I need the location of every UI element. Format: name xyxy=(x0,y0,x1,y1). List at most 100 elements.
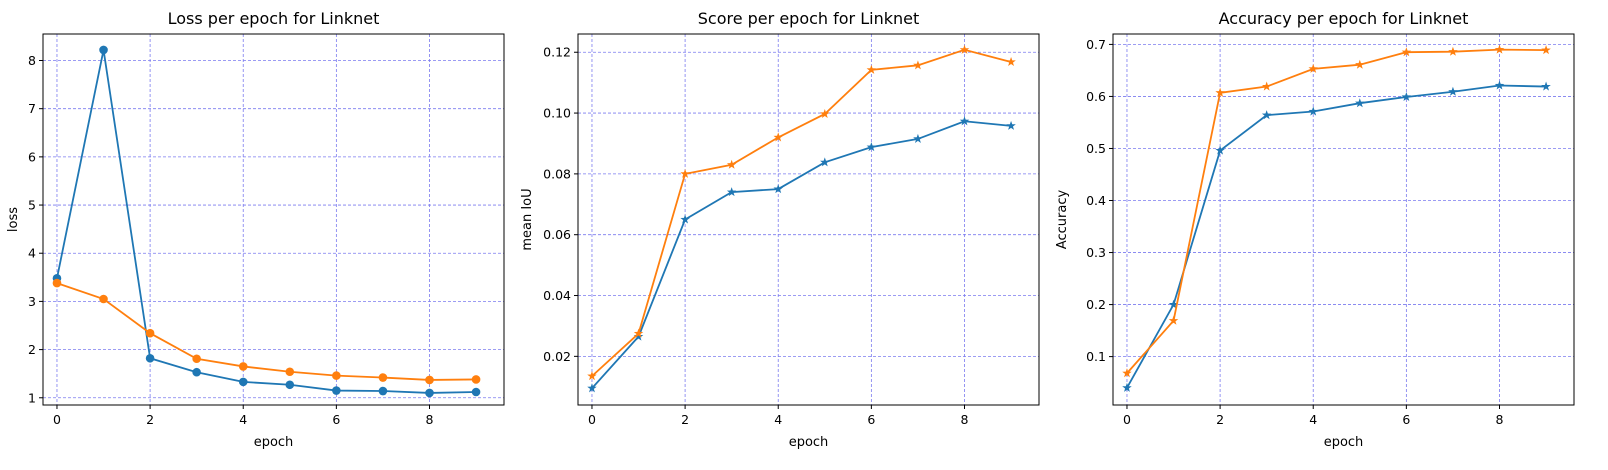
series-0-point xyxy=(773,184,783,194)
series-0-point xyxy=(238,377,248,387)
series-0-point xyxy=(1355,98,1365,108)
series-0-point xyxy=(1006,120,1016,130)
series-0-point xyxy=(1261,110,1272,120)
x-axis-label: epoch xyxy=(1324,435,1364,450)
series-1-point xyxy=(1168,315,1179,325)
series-0-point xyxy=(471,387,481,397)
series-1-point xyxy=(192,354,201,364)
x-tick-label: 6 xyxy=(1402,412,1410,427)
x-axis-label: epoch xyxy=(789,435,829,450)
series-line-1 xyxy=(56,282,477,381)
series-1-point xyxy=(1541,45,1551,55)
series-0-point xyxy=(959,116,970,126)
chart-panel-2: 0 2 4 6 8 0.1 0.2 0.3 0.4 0.5 0.6 0.7 Accuracy per e… xyxy=(1055,9,1575,450)
series-0-point xyxy=(1168,299,1179,309)
series-1-point xyxy=(773,132,783,142)
y-tick-label: 2 xyxy=(28,342,36,357)
y-axis-label: loss xyxy=(6,207,21,232)
y-tick-label: 6 xyxy=(28,149,36,164)
series-line-1 xyxy=(591,48,1012,377)
x-tick-label: 4 xyxy=(774,412,782,427)
y-tick-label: 0.3 xyxy=(1086,245,1106,260)
series-1-point xyxy=(1448,46,1458,56)
y-tick-label: 0.5 xyxy=(1086,141,1106,156)
y-tick-label: 3 xyxy=(28,294,36,309)
series-0-point xyxy=(726,187,737,197)
series-0-point xyxy=(913,133,923,143)
x-tick-label: 0 xyxy=(588,412,596,427)
y-tick-label: 5 xyxy=(28,198,36,213)
x-tick-label: 4 xyxy=(1309,412,1317,427)
y-axis-label: mean IoU xyxy=(520,188,535,250)
series-1-point xyxy=(1261,81,1272,91)
series-0-point xyxy=(378,386,388,396)
series-1-point xyxy=(726,159,737,169)
series-0-point xyxy=(1122,382,1132,392)
y-tick-label: 0.4 xyxy=(1086,193,1106,208)
x-tick-label: 0 xyxy=(1123,412,1131,427)
series-1-point xyxy=(332,371,341,380)
series-1-point xyxy=(1355,59,1365,69)
x-tick-label: 2 xyxy=(1216,412,1224,427)
chart-panel-1: 0 2 4 6 8 0.02 0.04 0.06 0.08 0.10 0.12 Score per e… xyxy=(520,9,1040,450)
series-0-point xyxy=(633,331,644,341)
x-tick-label: 4 xyxy=(239,412,247,427)
y-tick-label: 0.02 xyxy=(543,349,571,364)
series-0-point xyxy=(820,157,830,167)
y-tick-label: 0.6 xyxy=(1086,89,1106,104)
series-0-point xyxy=(332,386,341,395)
series-1-point xyxy=(1006,56,1016,67)
axes-frame xyxy=(577,33,1040,406)
x-tick-label: 6 xyxy=(867,412,875,427)
series-0-point xyxy=(1215,145,1225,155)
y-tick-label: 0.04 xyxy=(543,288,571,303)
series-0-point xyxy=(99,45,108,55)
y-tick-label: 7 xyxy=(28,101,36,116)
series-1-point xyxy=(238,362,248,371)
x-tick-label: 0 xyxy=(53,412,61,427)
y-tick-label: 1 xyxy=(28,390,36,405)
y-tick-label: 0.12 xyxy=(543,45,571,60)
series-0-point xyxy=(680,214,690,224)
x-tick-label: 8 xyxy=(426,412,434,427)
series-0-point xyxy=(425,388,434,398)
series-0-point xyxy=(587,383,597,393)
series-1-point xyxy=(959,44,970,54)
axes-frame xyxy=(1112,33,1575,406)
series-0-point xyxy=(1448,86,1458,96)
y-tick-label: 4 xyxy=(28,246,36,261)
y-tick-label: 0.2 xyxy=(1086,297,1106,312)
axes-frame xyxy=(42,33,505,406)
series-1-point xyxy=(378,373,388,382)
y-tick-label: 0.06 xyxy=(543,227,571,242)
y-tick-label: 0.7 xyxy=(1086,37,1106,52)
series-line-0 xyxy=(1126,84,1547,389)
x-tick-label: 2 xyxy=(681,412,689,427)
series-1-point xyxy=(820,108,830,119)
series-1-point xyxy=(1215,87,1225,97)
series-1-point xyxy=(1401,47,1412,57)
x-axis-label: epoch xyxy=(254,435,294,450)
series-1-point xyxy=(913,60,923,70)
x-tick-label: 8 xyxy=(1496,412,1504,427)
x-tick-label: 8 xyxy=(961,412,969,427)
series-0-point xyxy=(866,142,877,152)
chart-panel-0: 0 2 4 6 8 1 2 3 4 5 6 7 8 Loss per epoch for Linknet e… xyxy=(6,9,505,450)
series-line-0 xyxy=(591,120,1012,389)
series-1-point xyxy=(866,64,877,74)
series-1-point xyxy=(285,367,295,377)
series-1-point xyxy=(99,294,108,304)
series-1-point xyxy=(1494,44,1505,54)
x-tick-label: 6 xyxy=(332,412,340,427)
y-tick-label: 0.1 xyxy=(1086,349,1106,364)
series-0-point xyxy=(1401,91,1412,102)
series-line-0 xyxy=(56,49,477,394)
series-1-point xyxy=(145,328,155,338)
series-0-point xyxy=(192,367,201,377)
series-0-point xyxy=(285,380,295,390)
series-0-point xyxy=(1308,106,1318,116)
series-0-point xyxy=(1541,81,1551,91)
y-tick-label: 8 xyxy=(28,53,36,68)
series-1-point xyxy=(1122,368,1132,378)
